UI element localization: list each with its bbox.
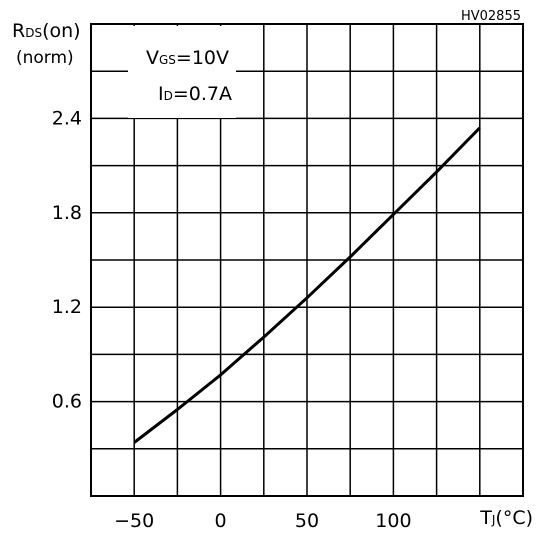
x-tick-label: 0 [215,510,227,532]
x-tick-label: 100 [375,510,411,532]
annotation-vgs: VGS=10V [146,47,229,69]
y-tick-label: 1.2 [52,296,82,318]
annotation-id: ID=0.7A [158,83,232,105]
x-axis-label: TJ(°C) [479,507,533,529]
annotation-box [128,26,236,118]
y-tick-label: 1.8 [52,202,82,224]
y-tick-label: 2.4 [52,107,82,129]
y-tick-labels: 0.6 1.2 1.8 2.4 [52,107,82,412]
x-tick-label: 50 [295,510,319,532]
y-tick-label: 0.6 [52,391,82,413]
y-axis-unit: (norm) [16,48,74,68]
y-axis-label: RDS(on) [12,20,81,42]
x-tick-labels: −50 0 50 100 [114,510,411,532]
x-tick-label: −50 [114,510,154,532]
rds-curve [133,126,481,444]
figure-id: HV02855 [461,9,521,24]
plot-frame [90,23,524,497]
